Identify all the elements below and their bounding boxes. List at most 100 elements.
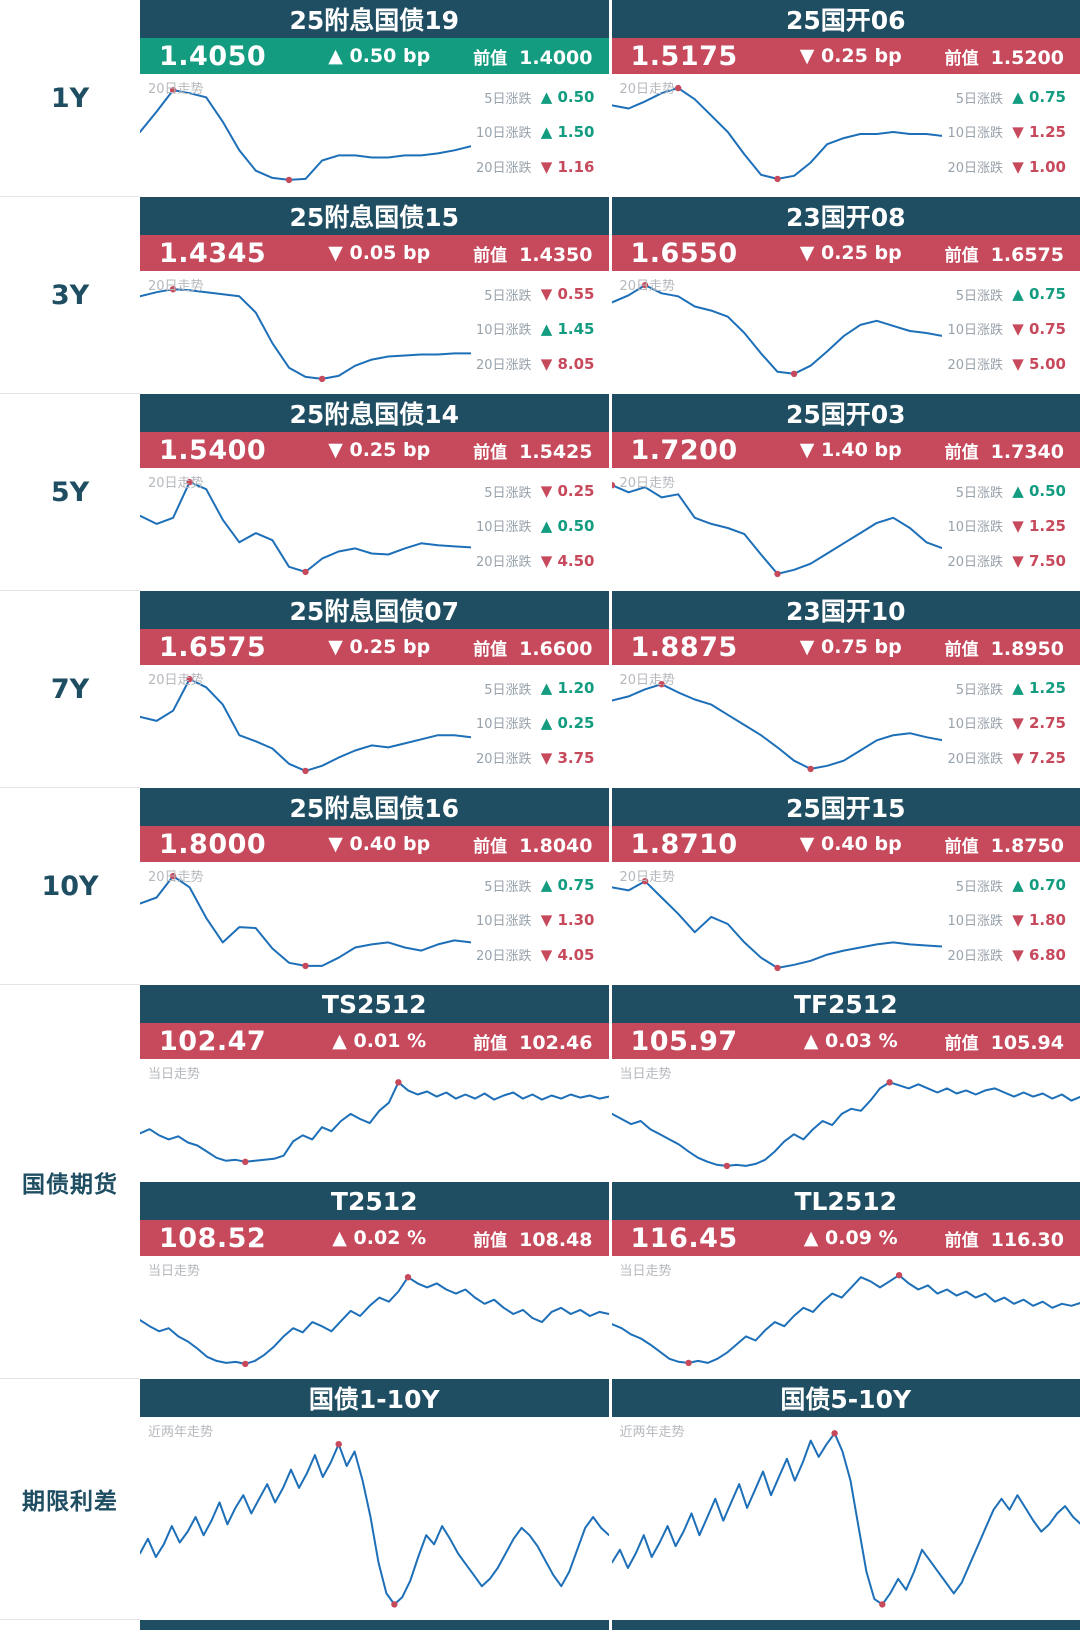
sparkline-chart: 20日走势: [611, 862, 942, 982]
line-chart-svg: [611, 1430, 1080, 1608]
stat-arrow-icon: ▲: [540, 876, 553, 895]
panel-treasury-7y: 25附息国债07 1.6575 ▼ 0.25 bp 前值 1.6600 20日走势…: [140, 591, 609, 785]
trend-label: 20日走势: [619, 82, 676, 97]
intraday-chart: 当日走势: [611, 1059, 1080, 1179]
prev-number: 1.7340: [990, 440, 1064, 463]
stat-5d: 5日涨跌 ▲ 1.20: [484, 679, 595, 698]
prev-number: 1.5200: [990, 46, 1064, 69]
current-value: 102.47: [159, 1025, 267, 1057]
stat-5d: 5日涨跌 ▲ 0.75: [484, 876, 595, 895]
spread-title: 国债5-10Y: [611, 1379, 1080, 1417]
change-arrow-icon: ▲: [328, 45, 343, 67]
prev-label: 前值: [473, 639, 508, 660]
panel-treasury-5y: 25附息国债14 1.5400 ▼ 0.25 bp 前值 1.5425 20日走势…: [140, 394, 609, 588]
prev-value: 前值 105.94: [945, 1029, 1080, 1054]
prev-label: 前值: [473, 48, 508, 69]
prev-value: 前值 1.4000: [473, 44, 608, 69]
line-chart-svg: [611, 281, 942, 377]
stat-10d: 10日涨跌 ▼ 1.25: [947, 122, 1066, 142]
panel-future-tl2512: TL2512 116.45 ▲ 0.09 % 前值 116.30 当日走势: [611, 1182, 1080, 1376]
stat-arrow-icon: ▲: [540, 319, 553, 338]
panel-cdb-10y: 25国开15 1.8710 ▼ 0.40 bp 前值 1.8750 20日走势 5…: [611, 788, 1080, 982]
stat-20d: 20日涨跌 ▼ 4.50: [475, 551, 595, 571]
trend-label: 20日走势: [148, 673, 204, 688]
prev-label: 前值: [944, 1033, 979, 1054]
prev-label: 前值: [944, 48, 979, 69]
stat-arrow-icon: ▼: [1012, 319, 1024, 338]
max-marker-dot: [657, 681, 665, 688]
future-title: TS2512: [140, 985, 609, 1023]
value-bar: 1.4345 ▼ 0.05 bp 前值 1.4350: [140, 235, 609, 271]
prev-label: 前值: [944, 245, 979, 266]
stat-5d: 5日涨跌 ▼ 0.25: [484, 482, 595, 501]
panel-future-t2512: T2512 108.52 ▲ 0.02 % 前值 108.48 当日走势: [140, 1182, 609, 1376]
prev-number: 1.6600: [519, 637, 593, 660]
stat-5d: 5日涨跌 ▲ 0.75: [955, 285, 1066, 304]
max-marker-dot: [186, 675, 193, 683]
change-value: ▼ 0.75 bp: [799, 636, 902, 658]
future-title: TF2512: [611, 985, 1080, 1023]
stat-arrow-icon: ▼: [540, 748, 553, 767]
line-chart-svg: [140, 1274, 609, 1368]
max-marker-dot: [186, 478, 193, 486]
bottom-cutoff-strip: [0, 1620, 1080, 1630]
value-bar: 102.47 ▲ 0.01 % 前值 102.46: [140, 1023, 609, 1059]
row-5y: 5Y 25附息国债14 1.5400 ▼ 0.25 bp 前值 1.5425 20…: [0, 394, 1080, 591]
prev-number: 1.4350: [519, 243, 593, 266]
change-value: ▼ 0.40 bp: [799, 833, 902, 855]
change-arrow-icon: ▲: [803, 1030, 819, 1052]
value-bar: 1.8875 ▼ 0.75 bp 前值 1.8950: [611, 629, 1080, 665]
prev-value: 前值 102.46: [473, 1029, 608, 1054]
trend-label: 当日走势: [148, 1264, 201, 1279]
row-label-7y: 7Y: [0, 591, 140, 788]
value-bar: 1.6575 ▼ 0.25 bp 前值 1.6600: [140, 629, 609, 665]
stat-5d: 5日涨跌 ▲ 0.50: [484, 88, 595, 107]
max-marker-dot: [885, 1079, 893, 1086]
prev-label: 前值: [473, 1033, 508, 1054]
value-bar: 1.7200 ▼ 1.40 bp 前值 1.7340: [611, 432, 1080, 468]
prev-value: 前值 1.4350: [473, 241, 608, 266]
prev-number: 116.30: [990, 1228, 1064, 1251]
current-value: 1.4345: [159, 237, 267, 269]
current-value: 108.52: [159, 1222, 267, 1254]
value-bar: 1.4050 ▲ 0.50 bp 前值 1.4000: [140, 38, 609, 74]
sparkline-chart: 20日走势: [140, 862, 471, 982]
line-chart-svg: [611, 1272, 1080, 1367]
value-bar: 1.6550 ▼ 0.25 bp 前值 1.6575: [611, 235, 1080, 271]
stat-5d: 5日涨跌 ▼ 0.55: [484, 285, 595, 304]
panel-treasury-1y: 25附息国债19 1.4050 ▲ 0.50 bp 前值 1.4000 20日走势…: [140, 0, 609, 194]
trend-label: 20日走势: [148, 82, 204, 97]
current-value: 1.4050: [159, 40, 267, 72]
stat-10d: 10日涨跌 ▼ 1.25: [947, 516, 1066, 536]
bond-title: 25国开15: [611, 788, 1080, 826]
stat-arrow-icon: ▼: [540, 354, 553, 373]
min-marker-dot: [285, 176, 293, 184]
bond-title: 23国开08: [611, 197, 1080, 235]
stat-20d: 20日涨跌 ▼ 1.16: [475, 157, 595, 177]
stat-arrow-icon: ▼: [1012, 122, 1024, 141]
row-label-3y: 3Y: [0, 197, 140, 394]
bond-title: 25附息国债19: [140, 0, 609, 38]
prev-label: 前值: [944, 1230, 979, 1251]
stat-arrow-icon: ▲: [540, 516, 553, 535]
change-value: ▼ 0.40 bp: [328, 833, 431, 855]
change-value: ▲ 0.09 %: [803, 1227, 898, 1249]
change-value: ▲ 0.01 %: [332, 1030, 427, 1052]
trend-label: 20日走势: [148, 476, 204, 491]
trend-label: 近两年走势: [148, 1425, 214, 1440]
line-chart-svg: [140, 675, 471, 775]
change-value: ▼ 1.40 bp: [799, 439, 902, 461]
change-arrow-icon: ▼: [328, 439, 343, 461]
change-arrow-icon: ▲: [332, 1227, 347, 1249]
spread-title: 国债1-10Y: [140, 1379, 609, 1417]
min-marker-dot: [242, 1360, 249, 1368]
min-marker-dot: [773, 175, 781, 183]
max-marker-dot: [404, 1274, 412, 1281]
min-marker-dot: [723, 1162, 730, 1170]
change-value: ▼ 0.25 bp: [799, 242, 902, 264]
change-stats: 5日涨跌 ▲ 0.50 10日涨跌 ▼ 1.25 20日涨跌 ▼ 7.50: [942, 468, 1080, 588]
max-marker-dot: [395, 1079, 402, 1086]
min-marker-dot: [302, 767, 309, 775]
change-arrow-icon: ▼: [799, 833, 815, 855]
bond-title: 25附息国债14: [140, 394, 609, 432]
